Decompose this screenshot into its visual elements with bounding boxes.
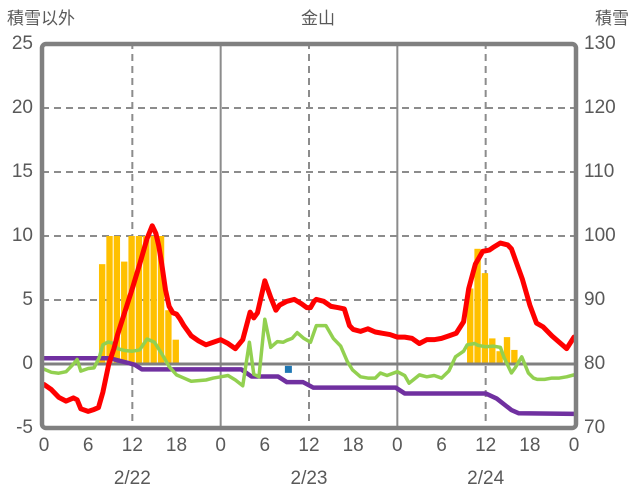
orange-bars [496,351,503,364]
x-axis-tick: 18 [343,435,364,456]
chart-title: 金山 [301,9,335,28]
orange-bars [113,236,121,364]
x-axis-tick: 12 [475,435,496,456]
x-axis-tick: 12 [122,435,143,456]
right-axis-tick: 90 [584,289,605,310]
right-axis-tick: 120 [584,97,616,118]
purple-line [41,355,577,417]
x-axis-date: 2/22 [114,468,151,489]
x-axis-tick: 0 [392,435,403,456]
orange-bars [165,310,172,364]
orange-bars [511,349,518,364]
orange-bars [481,273,489,364]
blue-marker [284,365,292,373]
orange-bars [503,337,511,364]
right-axis-tick: 130 [584,33,616,54]
x-axis-tick: 6 [436,435,447,456]
left-axis-tick: 5 [22,289,33,310]
right-axis-tick: 70 [584,417,605,438]
x-axis-date: 2/23 [291,468,328,489]
orange-bars [98,264,106,364]
x-axis-tick: 0 [569,435,580,456]
x-axis-tick: 6 [83,435,94,456]
orange-bars [489,338,496,364]
left-axis-title: 積雪以外 [7,9,75,28]
orange-bars [172,339,179,364]
right-axis-tick: 110 [584,161,614,182]
orange-bars [143,236,150,364]
x-axis-date: 2/24 [467,468,504,489]
plot-frame [39,41,579,431]
green-line [42,317,576,388]
left-axis-tick: -5 [16,417,33,438]
x-axis-tick: 0 [39,435,50,456]
orange-bars [157,236,165,364]
orange-bars [128,236,135,364]
x-axis-tick: 18 [166,435,187,456]
orange-bars [467,288,474,364]
right-axis-tick: 100 [584,225,616,246]
right-axis-title: 積雪 [595,9,629,28]
x-axis-tick: 18 [519,435,540,456]
left-axis-tick: 0 [22,353,33,374]
orange-bars [474,248,481,364]
orange-bars [150,236,157,364]
x-axis-tick: 0 [215,435,226,456]
x-axis-tick: 6 [260,435,271,456]
red-line [41,223,577,414]
left-axis-tick: 15 [12,161,33,182]
left-axis-tick: 10 [12,225,33,246]
orange-bars [106,236,113,364]
left-axis-tick: 25 [12,33,33,54]
orange-bars [135,236,143,364]
left-axis-tick: 20 [12,97,33,118]
right-axis-tick: 80 [584,353,605,374]
x-axis-tick: 12 [298,435,319,456]
